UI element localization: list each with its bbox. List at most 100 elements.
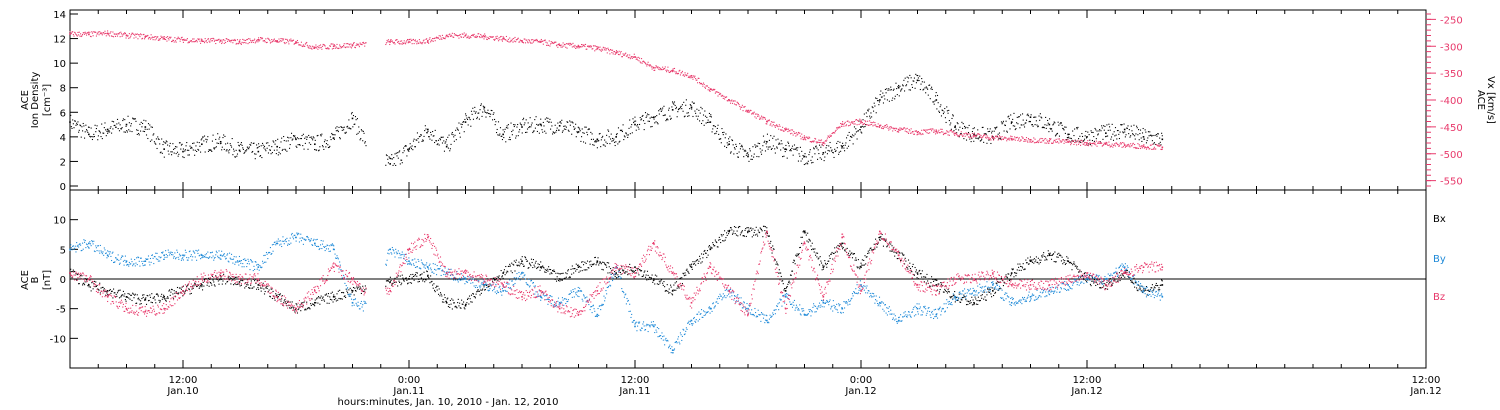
- vx-dot: [1076, 141, 1078, 143]
- ion-density-dot: [1099, 129, 1101, 131]
- ion-density-dot: [111, 132, 113, 134]
- ion-density-dot: [497, 134, 499, 136]
- vx-dot: [420, 42, 422, 44]
- vx-dot: [303, 45, 305, 47]
- ion-density-dot: [917, 77, 919, 79]
- ion-density-dot: [863, 113, 865, 115]
- vx-point-11: [276, 40, 278, 42]
- bx-dot: [73, 270, 75, 272]
- bx-dot: [278, 293, 280, 296]
- vx-point-38: [784, 128, 787, 131]
- bx-dot: [805, 234, 807, 236]
- vx-dot: [716, 91, 718, 93]
- bx-dot: [356, 286, 358, 288]
- vx-dot: [715, 91, 717, 93]
- ion-density-dot: [319, 134, 322, 136]
- vx-dot: [996, 136, 999, 138]
- ion-density-dot: [168, 153, 170, 155]
- bx-dot: [656, 283, 658, 285]
- ion-density-dot: [153, 141, 155, 143]
- vx-dot: [1008, 139, 1010, 141]
- vx-dot: [774, 125, 776, 127]
- vx-dot: [967, 133, 969, 135]
- bx-dot: [736, 230, 738, 232]
- vx-dot: [921, 133, 923, 135]
- vx-dot: [687, 72, 689, 74]
- ion-density-dot: [230, 144, 232, 147]
- ion-density-dot: [909, 89, 912, 91]
- vx-dot: [458, 37, 460, 39]
- ion-density-dot: [642, 114, 644, 117]
- vx-dot: [160, 35, 162, 37]
- bx-dot: [429, 282, 431, 284]
- vx-dot: [252, 41, 254, 43]
- ion-density-dot: [72, 123, 74, 125]
- vx-dot: [111, 35, 113, 37]
- vx-dot: [194, 40, 196, 43]
- vx-dot: [292, 39, 295, 41]
- ion-density-dot: [518, 131, 520, 133]
- bx-dot: [812, 248, 814, 250]
- bx-dot: [299, 304, 301, 306]
- ion-density-dot: [1061, 124, 1063, 126]
- vx-dot: [909, 130, 911, 132]
- ion-density-dot: [735, 145, 738, 147]
- ion-density-dot: [138, 134, 140, 136]
- vx-dot: [266, 41, 268, 43]
- ion-density-dot: [343, 126, 345, 128]
- ion-density-dot: [823, 160, 825, 162]
- vx-dot: [602, 49, 604, 51]
- vx-dot: [929, 132, 931, 134]
- vx-dot: [546, 44, 548, 46]
- bx-dot: [523, 265, 525, 267]
- ion-density-dot: [528, 127, 530, 129]
- vx-dot: [239, 39, 241, 41]
- vx-dot: [688, 75, 690, 77]
- vx-dot: [140, 34, 142, 36]
- vx-dot: [503, 37, 505, 39]
- vx-dot: [1145, 146, 1147, 149]
- ion-density-dot: [438, 144, 440, 146]
- ion-density-dot: [177, 155, 179, 157]
- bx-dot: [743, 235, 745, 237]
- vx-dot: [270, 41, 272, 43]
- ion-density-dot: [166, 141, 168, 143]
- vx-dot: [1020, 139, 1022, 141]
- bx-dot: [345, 296, 347, 299]
- ion-density-dot: [594, 140, 596, 142]
- ion-density-dot: [192, 149, 194, 151]
- vx-dot: [822, 145, 825, 147]
- bx-dot: [810, 245, 812, 247]
- vx-dot: [470, 34, 473, 37]
- vx-dot: [310, 47, 312, 49]
- bx-dot: [694, 261, 696, 263]
- ion-density-dot: [839, 141, 841, 143]
- bx-dot: [74, 278, 76, 280]
- bx-dot: [334, 296, 336, 298]
- ion-density-dot: [876, 100, 879, 102]
- vx-dot: [1101, 142, 1103, 144]
- vx-dot: [739, 108, 741, 110]
- vx-dot: [1083, 143, 1085, 145]
- bx-dot: [633, 270, 635, 272]
- ion-density-dot: [107, 131, 109, 133]
- vx-dot: [200, 42, 202, 44]
- bx-dot: [501, 276, 503, 278]
- ion-density-point-32: [671, 109, 674, 111]
- bx-dot: [249, 287, 251, 289]
- bx-dot: [250, 280, 252, 282]
- vx-dot: [879, 124, 881, 126]
- bx-dot: [215, 275, 217, 277]
- ion-density-dot: [268, 145, 270, 147]
- vx-dot: [144, 36, 146, 39]
- bx-dot: [235, 283, 237, 286]
- vx-dot: [581, 46, 583, 48]
- ion-density-dot: [622, 124, 624, 126]
- bx-dot: [683, 273, 685, 275]
- bx-dot: [675, 289, 677, 291]
- vx-dot: [1145, 148, 1148, 150]
- vx-dot: [658, 68, 660, 70]
- bx-dot: [333, 294, 335, 296]
- vx-dot: [942, 134, 944, 136]
- vx-dot: [1095, 140, 1097, 142]
